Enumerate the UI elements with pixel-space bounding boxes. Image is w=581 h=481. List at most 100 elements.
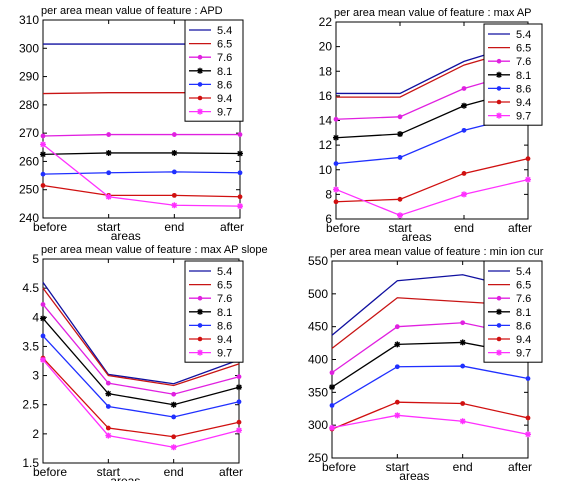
legend-label: 9.4 bbox=[217, 334, 232, 346]
legend-label: 7.6 bbox=[217, 293, 232, 305]
data-point bbox=[397, 114, 403, 120]
legend: 5.4 6.57.6 8.18.6 9.4 9.7 bbox=[184, 260, 244, 363]
series-line bbox=[42, 171, 241, 175]
y-tick-label: 1.5 bbox=[22, 456, 39, 470]
y-tick-label: 270 bbox=[19, 126, 39, 140]
data-point bbox=[237, 203, 243, 210]
y-tick-label: 8 bbox=[325, 187, 332, 201]
legend-marker bbox=[496, 349, 502, 356]
legend-label: 6.5 bbox=[217, 39, 232, 51]
chart-2: per area mean value of feature : max AP 6… bbox=[319, 7, 543, 244]
data-point bbox=[105, 404, 111, 409]
data-point bbox=[461, 191, 467, 198]
legend-marker bbox=[197, 295, 203, 301]
data-point bbox=[394, 399, 400, 405]
data-point bbox=[236, 427, 242, 434]
legend-label: 7.6 bbox=[516, 293, 531, 305]
data-point bbox=[394, 412, 401, 419]
data-point bbox=[394, 324, 400, 330]
data-point bbox=[397, 196, 403, 202]
series-8.6 bbox=[40, 333, 242, 420]
y-tick-label: 10 bbox=[319, 163, 333, 177]
legend-marker bbox=[496, 71, 502, 78]
series-line bbox=[42, 133, 240, 137]
legend-label: 9.7 bbox=[516, 348, 531, 360]
x-tick-label: end bbox=[164, 220, 184, 234]
legend: 5.4 6.57.6 8.18.6 9.4 9.7 bbox=[483, 260, 543, 363]
series-9.4 bbox=[329, 399, 531, 432]
series-9.4 bbox=[40, 183, 243, 200]
y-tick-label: 4.5 bbox=[22, 281, 39, 295]
x-axis-label: areas bbox=[110, 474, 140, 481]
series-8.6 bbox=[329, 363, 531, 408]
y-tick-label: 400 bbox=[308, 353, 328, 367]
series-line bbox=[42, 304, 240, 395]
series-7.6 bbox=[40, 132, 243, 139]
x-axis-label: areas bbox=[399, 469, 429, 481]
series-9.4 bbox=[333, 156, 531, 205]
legend-marker bbox=[197, 67, 203, 74]
y-tick-label: 20 bbox=[319, 40, 333, 54]
x-tick-label: end bbox=[453, 460, 473, 474]
data-point bbox=[171, 132, 177, 137]
legend-label: 9.7 bbox=[516, 111, 531, 123]
legend: 5.4 6.57.6 8.18.6 9.4 9.7 bbox=[184, 19, 244, 122]
data-point bbox=[236, 374, 242, 380]
data-point bbox=[525, 376, 531, 381]
x-tick-label: after bbox=[508, 221, 532, 235]
y-tick-label: 310 bbox=[19, 13, 39, 27]
data-point bbox=[461, 127, 467, 133]
x-tick-label: after bbox=[220, 220, 244, 234]
data-point bbox=[40, 133, 46, 139]
data-point bbox=[106, 170, 112, 176]
data-point bbox=[40, 141, 46, 148]
data-point bbox=[105, 432, 112, 439]
series-line bbox=[331, 414, 529, 435]
series-line bbox=[42, 152, 241, 156]
data-point bbox=[106, 132, 112, 137]
legend-label: 5.4 bbox=[217, 266, 232, 278]
legend-label: 9.4 bbox=[516, 334, 531, 346]
legend-label: 9.4 bbox=[217, 93, 232, 105]
series-line bbox=[42, 318, 240, 406]
y-tick-label: 14 bbox=[319, 114, 333, 128]
data-point bbox=[525, 431, 531, 438]
data-point bbox=[40, 333, 46, 339]
y-tick-label: 280 bbox=[19, 98, 39, 112]
data-point bbox=[525, 176, 531, 183]
legend-marker bbox=[197, 336, 203, 342]
data-point bbox=[105, 149, 112, 156]
y-tick-label: 350 bbox=[308, 385, 328, 399]
data-point bbox=[329, 424, 335, 431]
x-axis-label: areas bbox=[402, 230, 432, 244]
data-point bbox=[171, 434, 177, 440]
series-6.5 bbox=[42, 287, 240, 387]
y-tick-label: 550 bbox=[308, 254, 328, 268]
series-7.6 bbox=[40, 302, 242, 397]
series-line bbox=[42, 357, 240, 438]
legend-marker bbox=[496, 323, 502, 328]
data-point bbox=[333, 116, 339, 122]
data-point bbox=[40, 151, 46, 158]
data-point bbox=[170, 401, 177, 408]
x-tick-label: start bbox=[386, 460, 410, 474]
series-9.7 bbox=[40, 141, 243, 210]
legend-marker bbox=[496, 308, 502, 315]
y-tick-label: 18 bbox=[319, 64, 333, 78]
x-tick-label: end bbox=[454, 221, 474, 235]
data-point bbox=[170, 444, 177, 451]
legend-marker bbox=[496, 99, 502, 105]
data-point bbox=[40, 356, 46, 363]
data-point bbox=[40, 183, 46, 188]
series-line bbox=[42, 359, 240, 448]
y-tick-label: 2.5 bbox=[22, 398, 39, 412]
chart-title: per area mean value of feature : min ion… bbox=[330, 246, 544, 258]
legend-label: 5.4 bbox=[516, 29, 531, 41]
data-point bbox=[171, 169, 177, 175]
y-tick-label: 250 bbox=[308, 451, 328, 465]
y-tick-label: 450 bbox=[308, 320, 328, 334]
y-tick-label: 4 bbox=[32, 310, 39, 324]
data-point bbox=[394, 364, 400, 370]
data-point bbox=[461, 171, 467, 176]
series-line bbox=[331, 365, 529, 407]
